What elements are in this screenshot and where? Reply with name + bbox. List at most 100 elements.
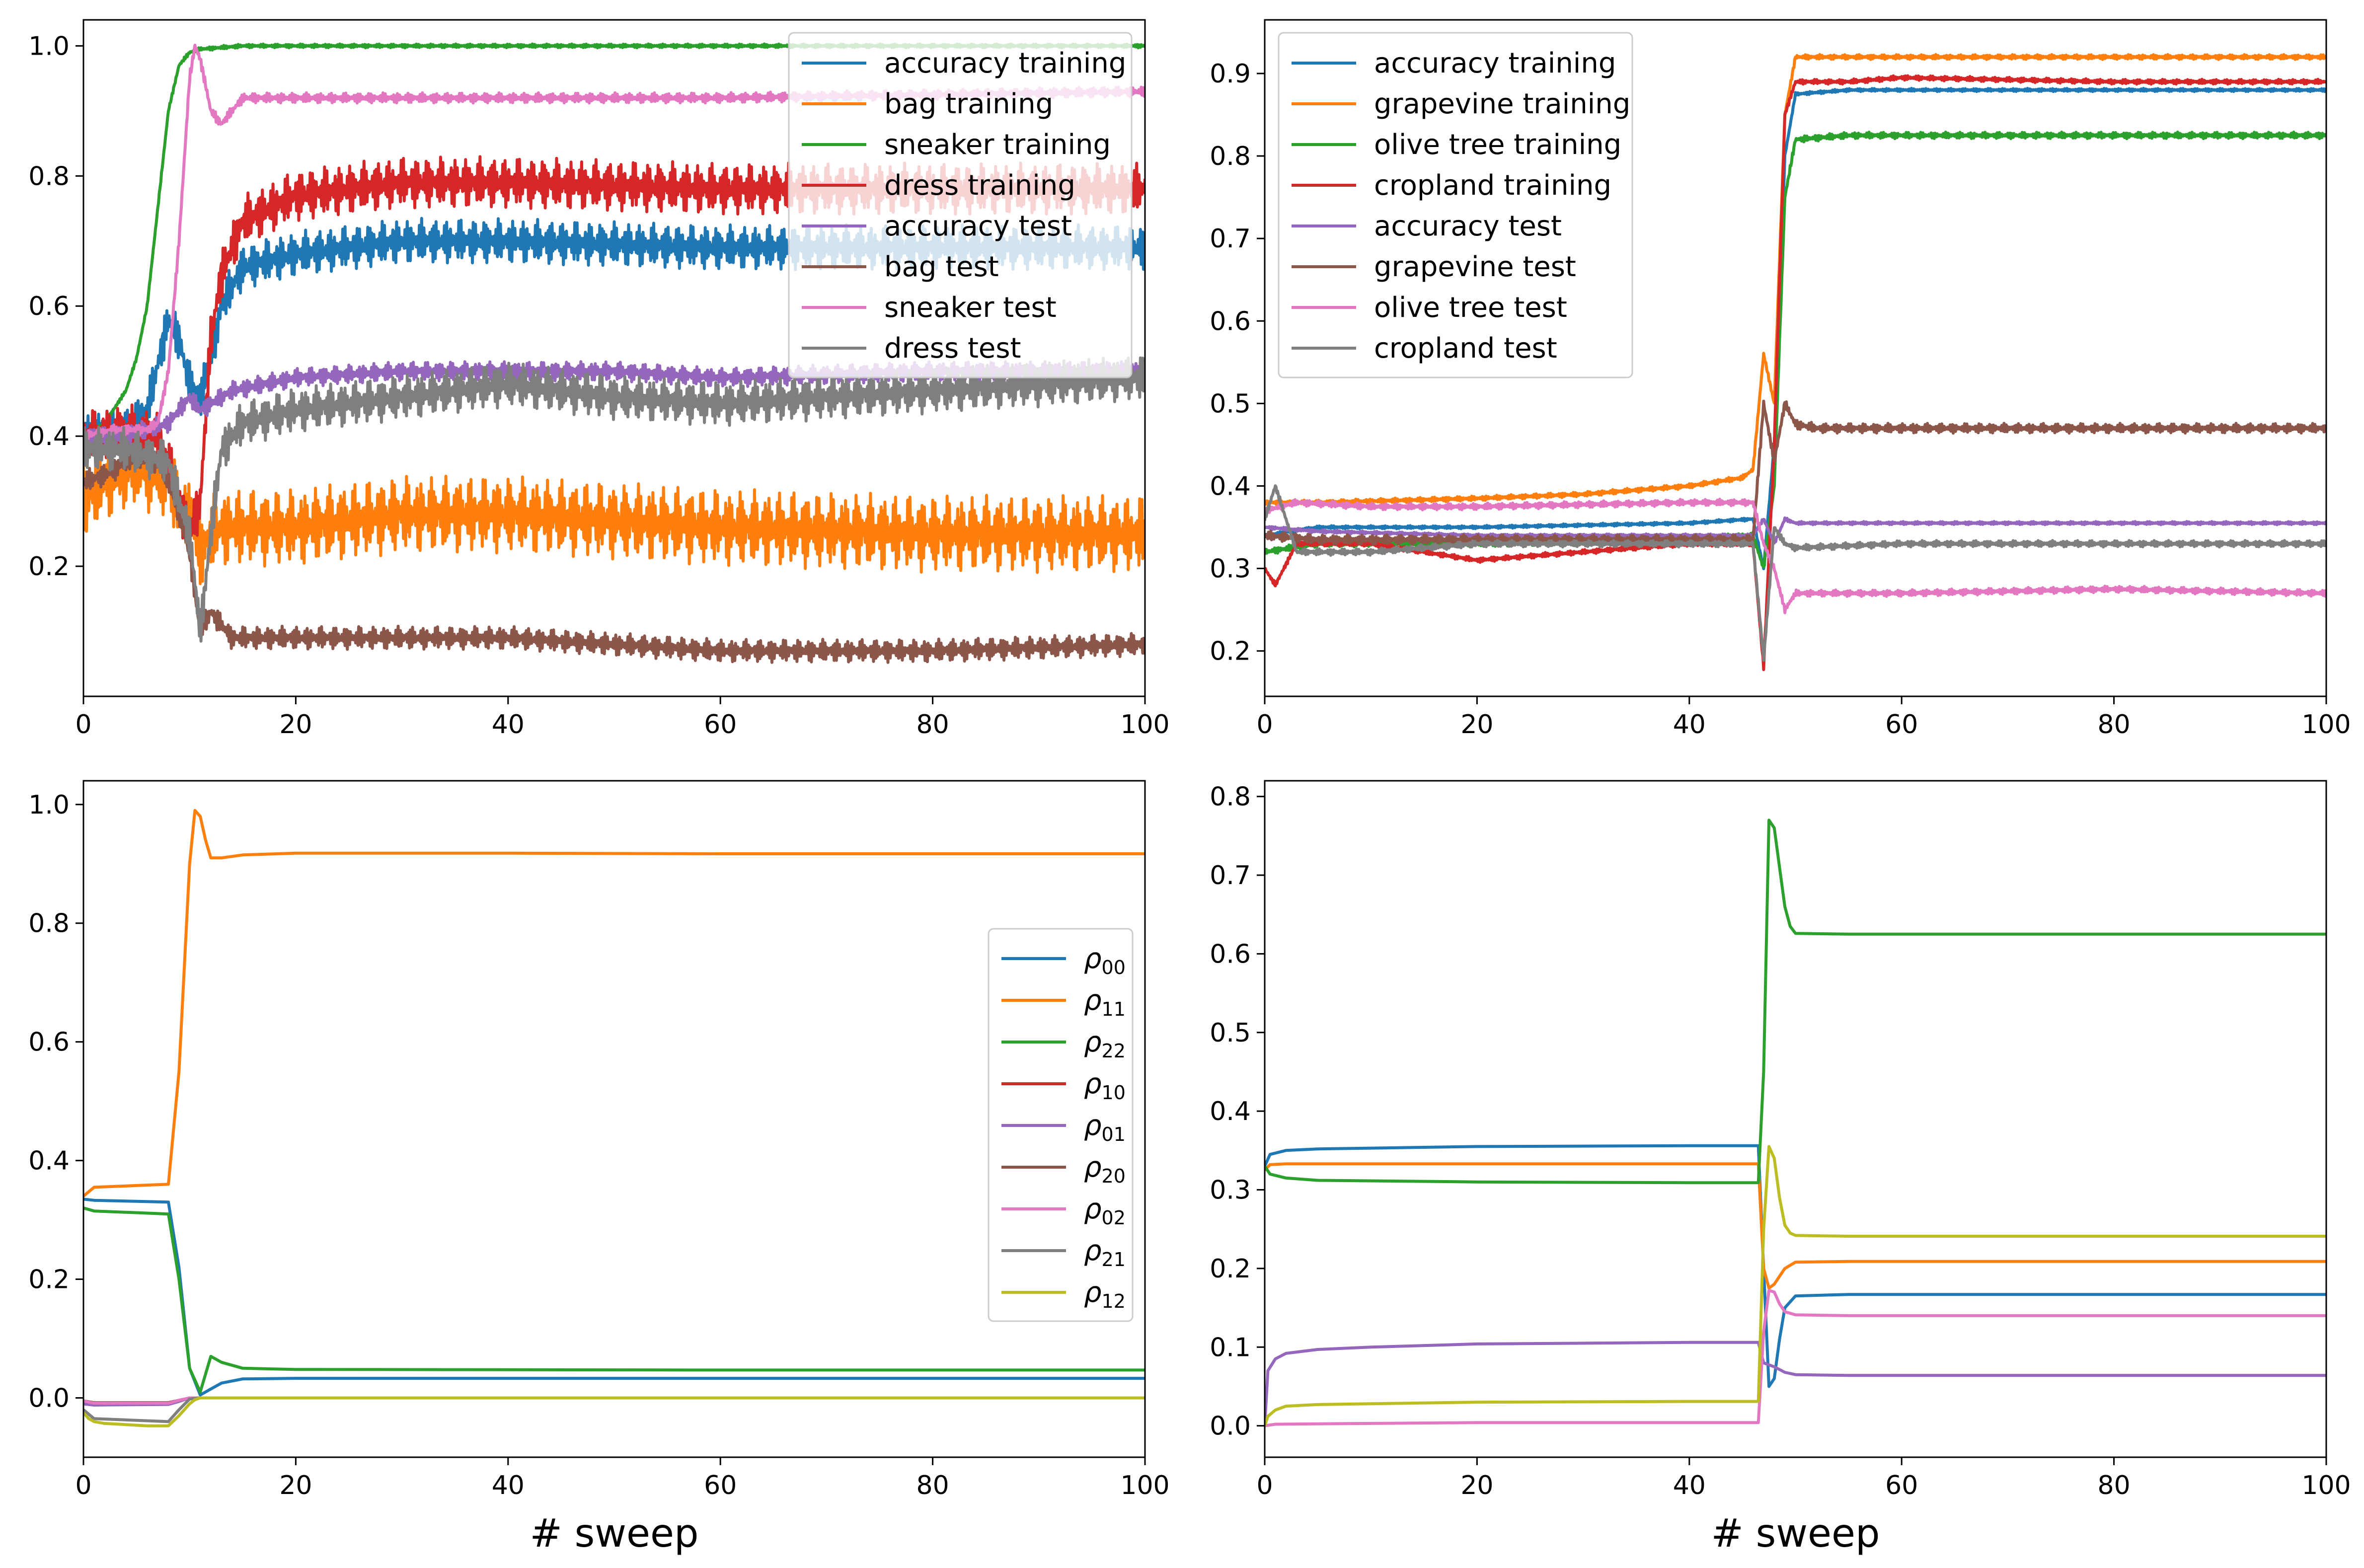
x-tick-label: 60 (704, 1471, 737, 1500)
y-tick-label: 0.8 (28, 909, 70, 939)
y-tick-label: 0.4 (1210, 471, 1251, 501)
series-line-ρ00 (83, 1197, 1145, 1397)
x-axis-label: # sweep (530, 1511, 698, 1556)
y-tick-label: 0.8 (1210, 782, 1251, 812)
y-tick-label: 0.6 (1210, 306, 1251, 336)
y-tick-label: 0.0 (1210, 1412, 1251, 1441)
series-line-cropland-test (1265, 484, 2326, 662)
y-tick-label: 0.3 (1210, 1176, 1251, 1205)
x-tick-label: 60 (1885, 710, 1918, 740)
x-tick-label: 20 (279, 1471, 312, 1500)
x-tick-label: 40 (1673, 1471, 1706, 1500)
chart-top-left: 0 20 40 60 80 100 0.2 0.4 0.6 0.8 1.0 accuracy trai… (28, 19, 1170, 740)
y-tick-label: 1.0 (28, 790, 70, 820)
legend-label: accuracy test (884, 210, 1072, 242)
x-axis-label: # sweep (1711, 1511, 1880, 1556)
y-tick-label: 0.6 (1210, 939, 1251, 969)
x-tick-label: 40 (492, 1471, 525, 1500)
y-tick-label: 0.0 (28, 1384, 70, 1414)
y-tick-label: 0.9 (1210, 59, 1251, 89)
x-tick-label: 80 (2098, 710, 2131, 740)
series-line-5 (1265, 1145, 2326, 1426)
legend-box (788, 32, 1133, 378)
legend-label: accuracy training (884, 47, 1126, 79)
axes-frame (82, 780, 1146, 1458)
series-line-1 (1265, 1162, 2326, 1290)
y-tick-label: 0.7 (1210, 861, 1251, 891)
series-line-accuracy-training (1265, 86, 2326, 570)
y-tick-label: 0.8 (1210, 142, 1251, 171)
legend-label: ρ20 (1084, 1151, 1126, 1187)
x-tick-label: 100 (1120, 1471, 1169, 1500)
series-line-cropland-training (1265, 74, 2326, 672)
y-tick-label: 0.2 (1210, 637, 1251, 667)
legend-label: grapevine training (1374, 88, 1630, 120)
legend-label: olive tree test (1374, 292, 1567, 324)
x-tick-label: 100 (1120, 710, 1169, 740)
chart-top-right: 0 20 40 60 80 100 0.2 0.3 0.4 0.5 0.6 0.7 0.8 0.9 accu… (1210, 19, 2351, 740)
series-group (1265, 53, 2326, 672)
legend-box (1278, 32, 1633, 378)
legend: accuracy training grapevine training olive… (1278, 32, 1633, 378)
x-tick-label: 0 (1256, 1471, 1273, 1500)
y-tick-label: 0.4 (28, 422, 70, 451)
y-tick-label: 0.7 (1210, 224, 1251, 254)
series-line-bag-training (83, 431, 1145, 586)
y-tick-label: 0.2 (1210, 1254, 1251, 1284)
axes-frame (1264, 780, 2327, 1458)
legend-label: sneaker training (884, 129, 1111, 161)
y-tick-label: 0.1 (1210, 1333, 1251, 1362)
series-line-3 (1265, 1341, 2326, 1426)
legend-label: dress test (884, 332, 1021, 365)
chart-bottom-left: 0 20 40 60 80 100 0.0 0.2 0.4 0.6 0.8 1.0 # sweep ρ00… (28, 780, 1170, 1556)
series-line-accuracy-test (1265, 516, 2326, 545)
legend-label: ρ02 (1084, 1193, 1126, 1229)
y-tick-label: 0.5 (1210, 1018, 1251, 1048)
series-group (83, 42, 1145, 664)
y-tick-label: 0.2 (28, 552, 70, 582)
series-line-bag-test (83, 445, 1145, 664)
legend-label: ρ01 (1084, 1110, 1126, 1145)
x-tick-label: 100 (2301, 1471, 2351, 1500)
legend-label: accuracy test (1374, 210, 1562, 242)
legend: ρ00 ρ11 ρ22 ρ10 ρ01 ρ20 ρ02 ρ21 ρ12 (988, 928, 1134, 1322)
x-tick-label: 80 (916, 710, 949, 740)
x-tick-label: 0 (1256, 710, 1273, 740)
x-tick-label: 20 (1460, 710, 1493, 740)
y-tick-label: 0.4 (1210, 1097, 1251, 1126)
legend-label: olive tree training (1374, 129, 1621, 161)
series-line-2 (1265, 819, 2326, 1185)
y-tick-label: 0.4 (28, 1146, 70, 1176)
legend-label: cropland training (1374, 169, 1611, 202)
legend-label: sneaker test (884, 292, 1057, 324)
legend-label: bag test (884, 251, 999, 283)
y-tick-label: 1.0 (28, 31, 70, 61)
y-tick-label: 0.6 (28, 292, 70, 321)
series-line-grapevine-test (1265, 399, 2326, 546)
legend-label: cropland test (1374, 332, 1557, 365)
x-tick-label: 80 (2098, 1471, 2131, 1500)
series-group (83, 809, 1145, 1427)
axes-frame (1264, 19, 2327, 697)
legend-label: ρ21 (1084, 1235, 1126, 1270)
x-tick-label: 0 (75, 1471, 91, 1500)
x-tick-label: 100 (2301, 710, 2351, 740)
legend-label: ρ00 (1084, 943, 1126, 978)
x-tick-label: 20 (279, 710, 312, 740)
x-tick-label: 40 (1673, 710, 1706, 740)
series-line-ρ21 (83, 1396, 1145, 1423)
legend-label: accuracy training (1374, 47, 1616, 79)
x-tick-label: 60 (1885, 1471, 1918, 1500)
legend-label: ρ11 (1084, 984, 1126, 1020)
x-tick-label: 0 (75, 710, 91, 740)
series-line-ρ22 (83, 1206, 1145, 1394)
legend-label: ρ22 (1084, 1026, 1126, 1062)
series-line-dress-test (83, 356, 1145, 643)
series-line-olive-tree-test (1265, 498, 2326, 614)
x-tick-label: 20 (1460, 1471, 1493, 1500)
y-tick-label: 0.3 (1210, 554, 1251, 584)
chart-bottom-right: 0 20 40 60 80 100 0.0 0.1 0.2 0.3 0.4 0.5 0.6 0.7 0.8 #… (1210, 780, 2351, 1556)
x-tick-label: 80 (916, 1471, 949, 1500)
series-line-grapevine-training (1265, 53, 2326, 507)
